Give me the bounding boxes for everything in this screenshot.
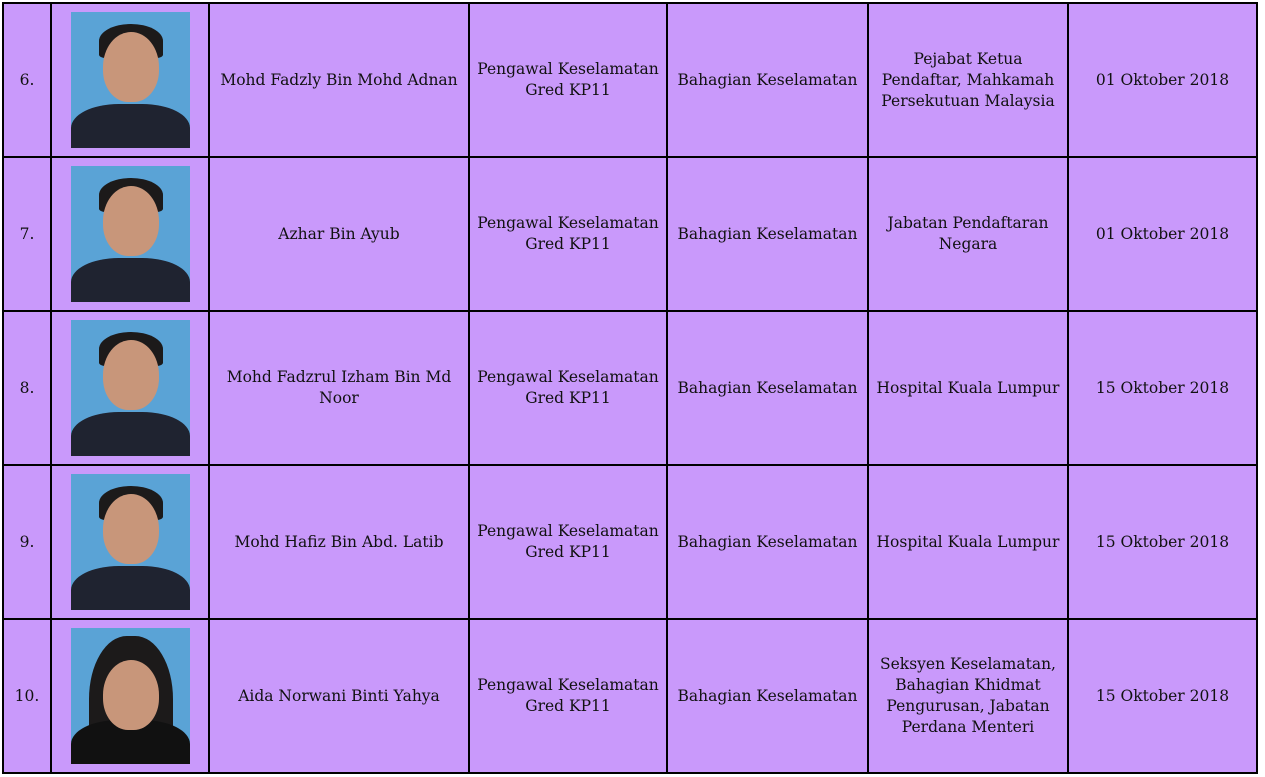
appointment-date-text: 15 Oktober 2018 [1095, 378, 1230, 397]
division-text: Bahagian Keselamatan [677, 70, 858, 89]
position-text: Pengawal Keselamatan Gred KP11 [477, 214, 659, 253]
division: Bahagian Keselamatan [666, 464, 869, 620]
division-text: Bahagian Keselamatan [677, 224, 858, 243]
staff-photo [70, 628, 190, 764]
position-text: Pengawal Keselamatan Gred KP11 [477, 676, 659, 715]
table-row: 9. Mohd Hafiz Bin Abd. Latib Pengawal Kese… [2, 464, 1258, 620]
row-number: 8. [2, 310, 52, 466]
row-number: 9. [2, 464, 52, 620]
position-text: Pengawal Keselamatan Gred KP11 [477, 368, 659, 407]
staff-name-text: Mohd Fadzly Bin Mohd Adnan [220, 70, 458, 89]
division: Bahagian Keselamatan [666, 310, 869, 466]
row-number-text: 6. [19, 70, 35, 89]
photo-cell [50, 310, 210, 466]
appointment-date-text: 01 Oktober 2018 [1095, 70, 1230, 89]
appointment-date: 01 Oktober 2018 [1067, 2, 1258, 158]
appointment-date: 15 Oktober 2018 [1067, 464, 1258, 620]
position: Pengawal Keselamatan Gred KP11 [468, 618, 668, 774]
position: Pengawal Keselamatan Gred KP11 [468, 464, 668, 620]
placement: Hospital Kuala Lumpur [867, 310, 1069, 466]
row-number-text: 7. [19, 224, 35, 243]
staff-name: Aida Norwani Binti Yahya [208, 618, 470, 774]
appointment-date: 15 Oktober 2018 [1067, 310, 1258, 466]
position: Pengawal Keselamatan Gred KP11 [468, 156, 668, 312]
division: Bahagian Keselamatan [666, 156, 869, 312]
row-number: 7. [2, 156, 52, 312]
division: Bahagian Keselamatan [666, 618, 869, 774]
appointment-date: 15 Oktober 2018 [1067, 618, 1258, 774]
staff-name-text: Mohd Fadzrul Izham Bin Md Noor [226, 368, 452, 407]
division-text: Bahagian Keselamatan [677, 686, 858, 705]
placement-text: Hospital Kuala Lumpur [876, 532, 1060, 551]
position: Pengawal Keselamatan Gred KP11 [468, 2, 668, 158]
staff-photo [70, 12, 190, 148]
staff-photo [70, 166, 190, 302]
row-number: 6. [2, 2, 52, 158]
staff-name: Mohd Fadzrul Izham Bin Md Noor [208, 310, 470, 466]
division-text: Bahagian Keselamatan [677, 378, 858, 397]
row-number-text: 9. [19, 532, 35, 551]
staff-name: Mohd Fadzly Bin Mohd Adnan [208, 2, 470, 158]
placement-text: Jabatan Pendaftaran Negara [887, 214, 1049, 253]
photo-cell [50, 2, 210, 158]
appointment-date-text: 01 Oktober 2018 [1095, 224, 1230, 243]
position-text: Pengawal Keselamatan Gred KP11 [477, 60, 659, 99]
photo-cell [50, 156, 210, 312]
placement: Pejabat Ketua Pendaftar, Mahkamah Persek… [867, 2, 1069, 158]
placement: Jabatan Pendaftaran Negara [867, 156, 1069, 312]
staff-name: Mohd Hafiz Bin Abd. Latib [208, 464, 470, 620]
position: Pengawal Keselamatan Gred KP11 [468, 310, 668, 466]
row-number-text: 8. [19, 378, 35, 397]
staff-name-text: Azhar Bin Ayub [278, 224, 400, 243]
placement-text: Pejabat Ketua Pendaftar, Mahkamah Persek… [881, 49, 1055, 110]
row-number: 10. [2, 618, 52, 774]
placement-text: Hospital Kuala Lumpur [876, 378, 1060, 397]
staff-name-text: Aida Norwani Binti Yahya [238, 686, 440, 705]
staff-photo [70, 474, 190, 610]
staff-name: Azhar Bin Ayub [208, 156, 470, 312]
photo-cell [50, 618, 210, 774]
table-row: 10. Aida Norwani Binti Yahya Pengawal Kese… [2, 618, 1258, 774]
staff-photo [70, 320, 190, 456]
row-number-text: 10. [14, 686, 40, 705]
placement-text: Seksyen Keselamatan, Bahagian Khidmat Pe… [880, 655, 1056, 736]
table-row: 7. Azhar Bin Ayub Pengawal Keselamatan Gre… [2, 156, 1258, 312]
table-row: 6. Mohd Fadzly Bin Mohd Adnan Pengawal Kes… [2, 2, 1258, 158]
appointment-date-text: 15 Oktober 2018 [1095, 532, 1230, 551]
table-row: 8. Mohd Fadzrul Izham Bin Md Noor Pengawal… [2, 310, 1258, 466]
appointment-date-text: 15 Oktober 2018 [1095, 686, 1230, 705]
placement: Hospital Kuala Lumpur [867, 464, 1069, 620]
division-text: Bahagian Keselamatan [677, 532, 858, 551]
placement: Seksyen Keselamatan, Bahagian Khidmat Pe… [867, 618, 1069, 774]
appointment-date: 01 Oktober 2018 [1067, 156, 1258, 312]
position-text: Pengawal Keselamatan Gred KP11 [477, 522, 659, 561]
division: Bahagian Keselamatan [666, 2, 869, 158]
staff-name-text: Mohd Hafiz Bin Abd. Latib [234, 532, 444, 551]
photo-cell [50, 464, 210, 620]
